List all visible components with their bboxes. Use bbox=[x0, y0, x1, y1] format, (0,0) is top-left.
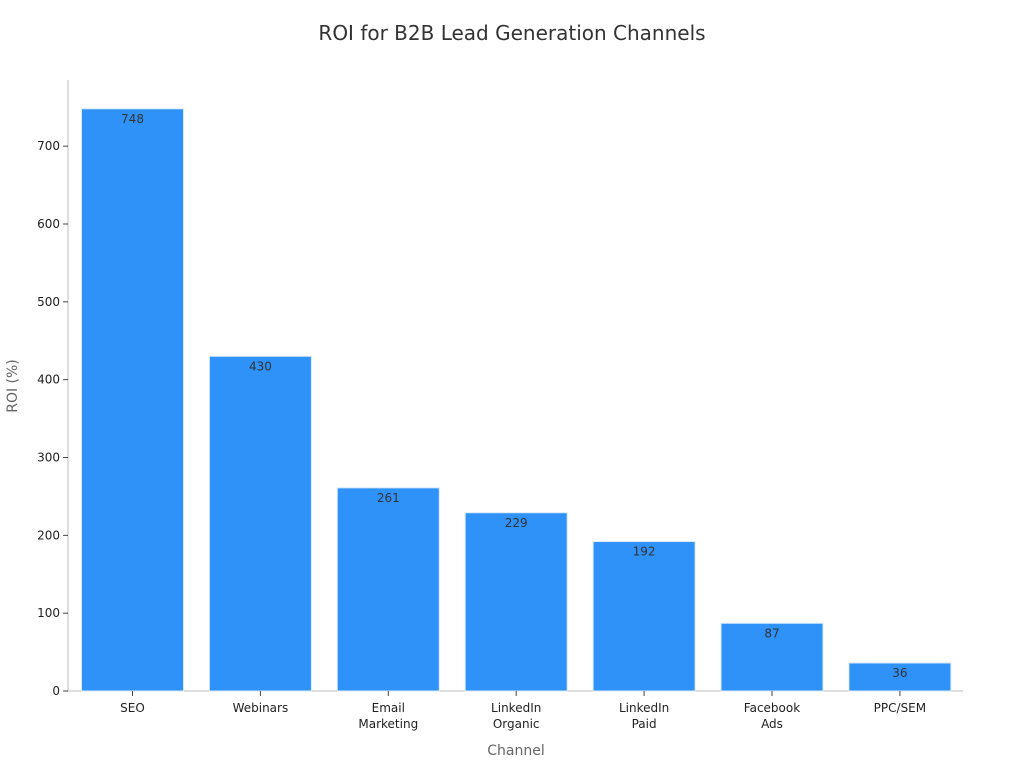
bar bbox=[464, 512, 568, 692]
data-label: 229 bbox=[505, 516, 528, 530]
y-tick-label: 100 bbox=[37, 606, 60, 620]
data-label: 430 bbox=[249, 359, 272, 373]
bar bbox=[720, 622, 824, 692]
data-label: 748 bbox=[121, 112, 144, 126]
x-tick-label: SEO bbox=[120, 701, 145, 715]
y-tick-label: 300 bbox=[37, 450, 60, 464]
bar bbox=[336, 487, 440, 692]
y-tick-label: 200 bbox=[37, 528, 60, 542]
data-label: 36 bbox=[892, 666, 907, 680]
data-label: 87 bbox=[764, 626, 779, 640]
bar bbox=[592, 541, 696, 692]
y-tick-label: 400 bbox=[37, 373, 60, 387]
data-label: 261 bbox=[377, 491, 400, 505]
x-tick-label: PPC/SEM bbox=[874, 701, 926, 715]
plot-area: 0 100 200 300 400 500 600 700 748 SEO 430 Webinars 2… bbox=[37, 80, 963, 731]
chart-title: ROI for B2B Lead Generation Channels bbox=[318, 21, 705, 45]
y-axis-label: ROI (%) bbox=[5, 359, 21, 413]
x-axis-label: Channel bbox=[487, 743, 544, 759]
x-tick-label: Webinars bbox=[233, 701, 289, 715]
x-tick-label: Email Marketing bbox=[358, 701, 418, 731]
x-tick-label: Facebook Ads bbox=[744, 701, 800, 731]
bar bbox=[81, 108, 184, 692]
bar bbox=[208, 355, 312, 692]
y-tick-label: 700 bbox=[37, 139, 60, 153]
y-tick-label: 0 bbox=[52, 684, 60, 698]
y-tick-label: 600 bbox=[37, 217, 60, 231]
y-tick-label: 500 bbox=[37, 295, 60, 309]
data-label: 192 bbox=[633, 545, 656, 559]
x-tick-label: LinkedIn Organic bbox=[491, 701, 541, 731]
x-tick-label: LinkedIn Paid bbox=[619, 701, 669, 731]
